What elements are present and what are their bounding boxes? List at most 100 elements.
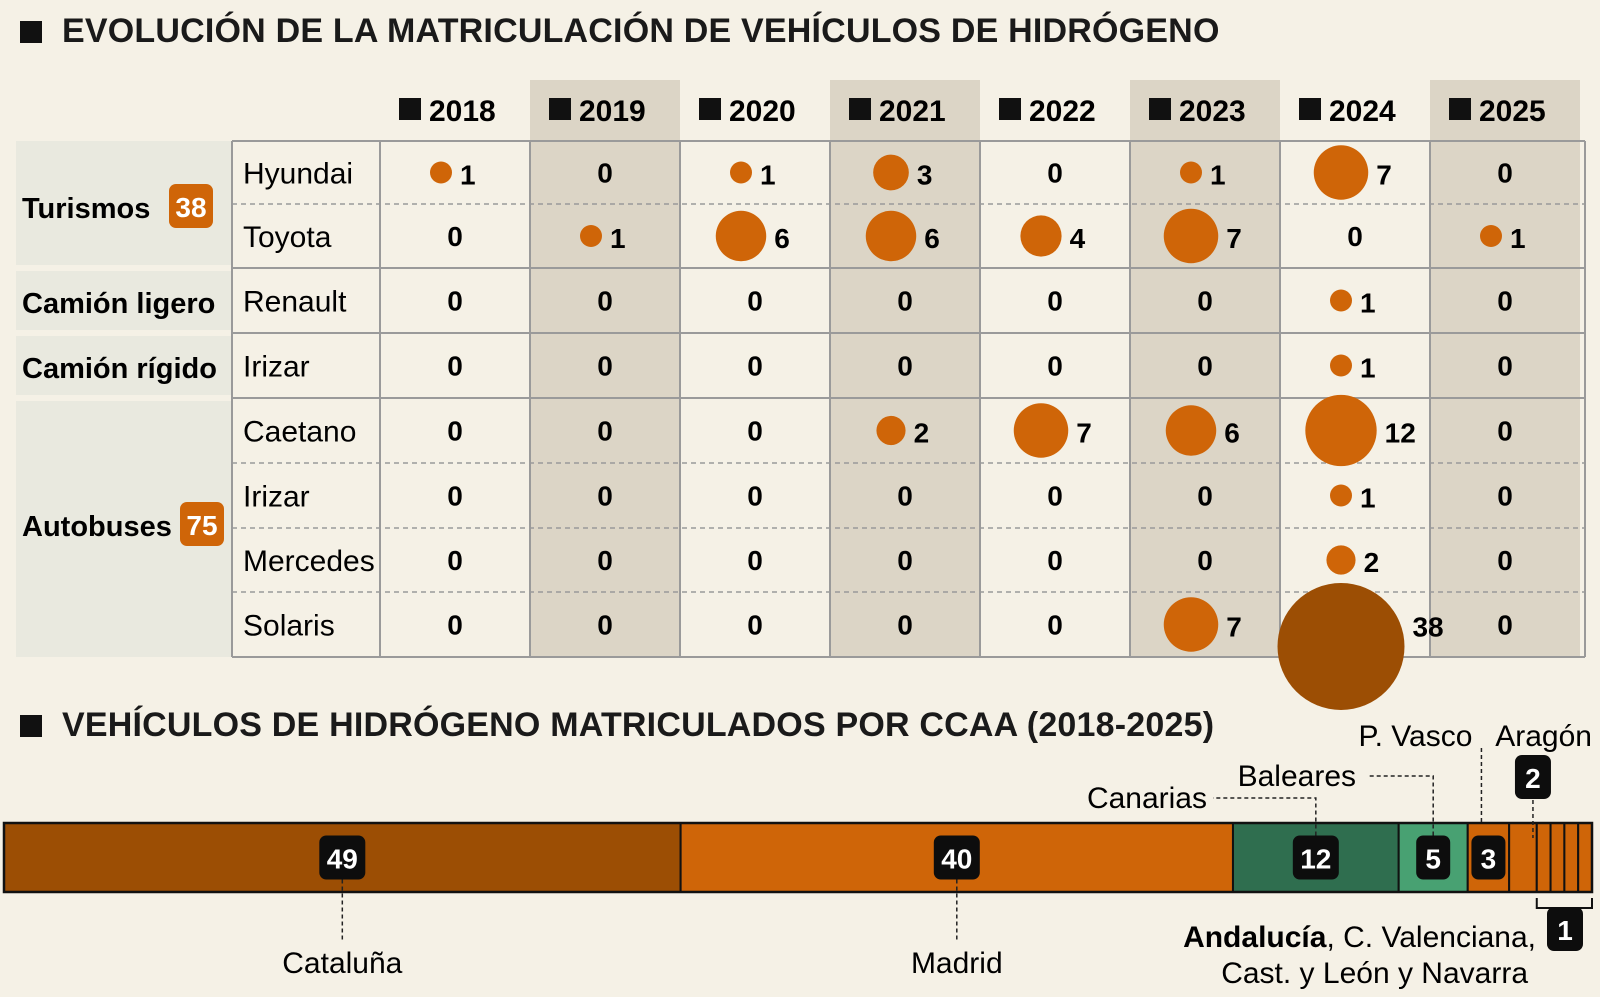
value-badge: [1547, 907, 1583, 951]
shaded-column: [1130, 80, 1280, 657]
region-label: Madrid: [911, 947, 1003, 980]
value-label: 1: [1510, 223, 1526, 254]
value-bubble: [873, 154, 909, 191]
value-label: 12: [1385, 418, 1416, 449]
chart-title: EVOLUCIÓN DE LA MATRICULACIÓN DE VEHÍCUL…: [20, 12, 1220, 51]
model-label: Hyundai: [243, 158, 353, 191]
group-bracket: [1535, 898, 1593, 909]
value-bubble: [1020, 215, 1062, 257]
value-label: 0: [1197, 351, 1213, 382]
value-bubble: [1330, 484, 1352, 507]
value-label: 0: [1197, 545, 1213, 576]
year-square-icon: [1149, 98, 1171, 120]
shaded-column: [1430, 80, 1580, 657]
value-badge: [1416, 835, 1451, 880]
regions-title-text: VEHÍCULOS DE HIDRÓGENO MATRICULADOS POR …: [62, 706, 1215, 744]
region-group-label: Andalucía, C. Valenciana,: [1183, 921, 1536, 954]
category-separator: [16, 395, 232, 401]
value-label: 6: [774, 223, 790, 254]
value-bubble: [1326, 545, 1356, 575]
leader-line: [1213, 797, 1317, 836]
value-bubble: [715, 210, 767, 262]
value-label: 4: [1070, 223, 1086, 254]
category-label: Camión ligero: [22, 288, 215, 320]
value-bubble: [1277, 583, 1405, 710]
value-label: 0: [597, 416, 613, 447]
category-separator: [16, 330, 232, 336]
value-label: 0: [447, 545, 463, 576]
region-group-label: Cast. y León y Navarra: [1221, 957, 1528, 990]
value-label: 0: [1197, 286, 1213, 317]
value-bubble: [865, 210, 917, 262]
model-label: Toyota: [243, 221, 332, 254]
value-label: 0: [1497, 158, 1513, 189]
value-badge: [933, 835, 980, 880]
value-label: 1: [1210, 160, 1226, 191]
value-bubble: [1163, 597, 1219, 652]
value-label: 0: [447, 481, 463, 512]
value-label: 1: [1360, 288, 1376, 319]
value-bubble: [1330, 354, 1352, 377]
year-square-icon: [549, 98, 571, 120]
category-label: Autobuses: [22, 511, 172, 543]
value-label: 0: [597, 545, 613, 576]
value-bubble: [1165, 405, 1217, 456]
value-badge-text: 2: [1525, 763, 1541, 794]
value-badge-text: 12: [1300, 844, 1331, 875]
value-label: 0: [447, 221, 463, 252]
value-badge-text: 40: [941, 844, 972, 875]
region-label: Cataluña: [282, 947, 402, 980]
value-label: 0: [597, 351, 613, 382]
value-label: 2: [1364, 547, 1380, 578]
value-badge: [1471, 835, 1506, 880]
year-square-icon: [849, 98, 871, 120]
bar-segment: [1563, 822, 1580, 893]
value-label: 0: [597, 158, 613, 189]
value-label: 0: [747, 481, 763, 512]
value-label: 0: [1047, 286, 1063, 317]
value-label: 1: [1360, 353, 1376, 384]
value-label: 0: [1497, 286, 1513, 317]
category-separator: [16, 265, 232, 271]
value-label: 0: [1197, 481, 1213, 512]
leader-line: [1368, 775, 1434, 836]
value-bubble: [1013, 403, 1069, 458]
value-bubble: [1163, 208, 1219, 264]
value-label: 0: [1047, 158, 1063, 189]
value-label: 0: [1497, 481, 1513, 512]
regions-title: VEHÍCULOS DE HIDRÓGENO MATRICULADOS POR …: [20, 706, 1214, 745]
category-total-badge: [180, 502, 224, 546]
bar-segment: [1508, 822, 1538, 893]
value-label: 0: [897, 610, 913, 641]
year-header: 2025: [1479, 95, 1546, 128]
value-badge: [1514, 755, 1551, 799]
value-label: 0: [747, 545, 763, 576]
category-label: Camión rígido: [22, 353, 217, 385]
value-label: 6: [1224, 418, 1240, 449]
value-label: 0: [447, 351, 463, 382]
value-label: 0: [447, 610, 463, 641]
value-label: 1: [1360, 483, 1376, 514]
model-label: Renault: [243, 286, 347, 319]
category-total-text: 38: [175, 192, 206, 223]
region-label: Aragón: [1495, 720, 1592, 753]
region-label: P. Vasco: [1358, 720, 1472, 753]
value-label: 0: [747, 351, 763, 382]
value-badge-text: 49: [327, 844, 358, 875]
value-badge-text: 3: [1481, 844, 1497, 875]
value-badge-text: 5: [1425, 844, 1441, 875]
year-header: 2024: [1329, 95, 1396, 128]
year-square-icon: [1299, 98, 1321, 120]
value-label: 0: [1047, 351, 1063, 382]
value-label: 0: [1047, 481, 1063, 512]
year-header: 2023: [1179, 95, 1246, 128]
value-label: 0: [597, 610, 613, 641]
region-label: Baleares: [1238, 760, 1356, 793]
value-label: 0: [747, 610, 763, 641]
value-label: 0: [1497, 545, 1513, 576]
category-label: Turismos: [22, 193, 150, 225]
year-square-icon: [399, 98, 421, 120]
year-square-icon: [999, 98, 1021, 120]
